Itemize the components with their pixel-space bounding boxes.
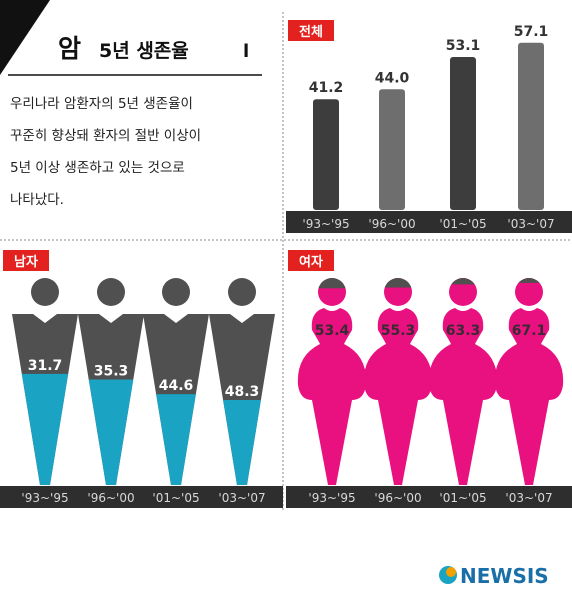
male-head — [162, 278, 190, 306]
female-value-label: 67.1 — [512, 323, 547, 339]
female-figure-body — [428, 308, 498, 485]
male-figure-chart: 31.7 '93~'95 35.3 '96~'00 44.6 '01~'05 48.3 '03… — [0, 278, 283, 508]
female-value-label: 53.4 — [315, 323, 350, 339]
female-figure-body — [297, 308, 367, 485]
male-value-label: 48.3 — [225, 384, 260, 400]
tag-female-label: 여자 — [299, 254, 323, 270]
total-tick-label: '93~'95 — [302, 217, 349, 231]
total-bar — [379, 89, 405, 210]
male-tick-label: '03~'07 — [218, 491, 265, 505]
male-tick-label: '93~'95 — [21, 491, 68, 505]
female-head-top — [318, 278, 346, 289]
male-figure-fill — [78, 379, 144, 485]
total-value-label: 41.2 — [309, 80, 344, 96]
male-tick-label: '96~'00 — [87, 491, 134, 505]
female-head-top — [449, 278, 477, 285]
male-figure-fill — [12, 373, 78, 485]
total-tick-label: '03~'07 — [507, 217, 554, 231]
title-bar: l — [243, 41, 249, 62]
total-value-label: 57.1 — [514, 24, 549, 40]
male-figure-fill — [209, 399, 275, 485]
male-head — [31, 278, 59, 306]
newsis-logo-text: NEWSIS — [460, 564, 549, 588]
description-line: 우리나라 암환자의 5년 생존율이 — [10, 96, 193, 112]
title-sub: 5년 생존율 — [99, 40, 189, 62]
total-bar — [313, 99, 339, 210]
male-head — [97, 278, 125, 306]
male-tick-label: '01~'05 — [152, 491, 199, 505]
newsis-logo: NEWSIS — [439, 564, 549, 588]
female-tick-label: '96~'00 — [374, 491, 421, 505]
female-figure-body — [363, 308, 433, 485]
total-bar — [450, 56, 476, 211]
total-bar — [518, 42, 544, 210]
male-value-label: 44.6 — [159, 378, 194, 394]
total-axis-strip — [286, 211, 572, 233]
tag-total: 전체 — [288, 20, 334, 41]
total-bar-chart: 41.2 '93~'95 44.0 '96~'00 53.1 '01~'05 57.1 '03… — [286, 24, 572, 233]
corner-decoration — [0, 0, 50, 75]
female-figure-chart: 53.4 '93~'95 55.3 '96~'00 63.3 '01~'05 67.1 '03… — [286, 278, 572, 508]
female-axis-strip — [286, 486, 572, 508]
male-value-label: 35.3 — [94, 364, 129, 380]
description-line: 꾸준히 향상돼 환자의 절반 이상이 — [10, 128, 202, 144]
female-tick-label: '01~'05 — [439, 491, 486, 505]
female-head-top — [384, 278, 412, 288]
female-tick-label: '03~'07 — [505, 491, 552, 505]
female-tick-label: '93~'95 — [308, 491, 355, 505]
description-line: 나타났다. — [10, 192, 64, 208]
tag-male-label: 남자 — [14, 254, 38, 270]
total-value-label: 44.0 — [375, 70, 410, 86]
tag-female: 여자 — [288, 250, 334, 271]
male-figure-fill — [143, 394, 209, 485]
title-main: 암 — [58, 34, 81, 63]
tag-male: 남자 — [3, 250, 49, 271]
male-axis-strip — [0, 486, 283, 508]
female-head-top — [515, 278, 543, 283]
total-tick-label: '96~'00 — [368, 217, 415, 231]
total-value-label: 53.1 — [446, 38, 481, 54]
male-value-label: 31.7 — [28, 358, 63, 374]
female-value-label: 55.3 — [381, 323, 416, 339]
description-line: 5년 이상 생존하고 있는 것으로 — [10, 160, 185, 176]
female-figure-body — [494, 308, 564, 485]
male-head — [228, 278, 256, 306]
total-tick-label: '01~'05 — [439, 217, 486, 231]
female-value-label: 63.3 — [446, 323, 481, 339]
tag-total-label: 전체 — [299, 24, 323, 40]
